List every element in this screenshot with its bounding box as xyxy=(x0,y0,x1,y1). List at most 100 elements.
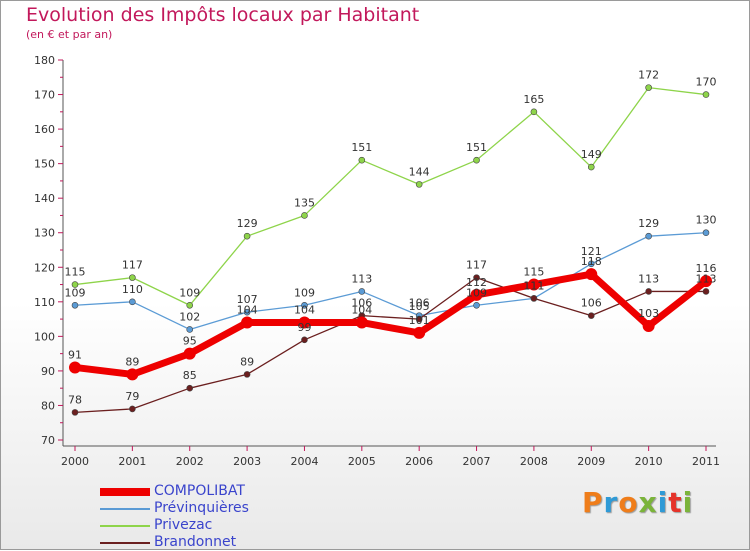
data-label: 115 xyxy=(65,266,86,279)
data-point xyxy=(587,312,595,319)
x-tick-label: 2007 xyxy=(463,455,491,468)
series-3 xyxy=(71,274,710,416)
data-point xyxy=(243,308,251,316)
data-label: 151 xyxy=(351,141,372,154)
data-point xyxy=(129,298,136,306)
data-label: 106 xyxy=(409,297,430,310)
logo-letter: r xyxy=(603,486,619,519)
data-point xyxy=(700,275,712,288)
series-line xyxy=(74,86,707,306)
x-tick-label: 2010 xyxy=(635,455,663,468)
data-label: 103 xyxy=(638,307,659,320)
x-tick-label: 2011 xyxy=(692,455,720,468)
y-tick-label: 90 xyxy=(41,365,55,378)
data-point xyxy=(71,301,79,309)
data-point xyxy=(298,316,311,329)
data-label: 109 xyxy=(466,286,487,299)
legend-label: Brandonnet xyxy=(154,534,237,550)
data-label: 115 xyxy=(523,266,544,279)
data-label: 135 xyxy=(294,196,315,209)
logo-letter: P xyxy=(582,486,604,519)
x-tick-label: 2009 xyxy=(577,455,605,468)
legend-swatch xyxy=(100,488,150,496)
data-label: 104 xyxy=(237,304,258,317)
data-point xyxy=(702,91,710,98)
data-label: 102 xyxy=(179,310,200,323)
data-point xyxy=(69,361,81,374)
data-label: 130 xyxy=(696,214,717,227)
data-point xyxy=(71,409,79,416)
logo-letter: t xyxy=(668,486,683,519)
data-label: 109 xyxy=(65,286,86,299)
data-label: 110 xyxy=(122,283,143,296)
data-point xyxy=(470,288,483,301)
data-label: 78 xyxy=(68,393,82,406)
data-label: 104 xyxy=(351,304,372,317)
data-point xyxy=(527,278,540,291)
data-label: 101 xyxy=(409,314,430,327)
data-point xyxy=(473,301,480,309)
data-label: 104 xyxy=(294,304,315,317)
x-tick-label: 2001 xyxy=(118,455,146,468)
y-tick-label: 70 xyxy=(41,434,55,447)
data-point xyxy=(301,336,308,344)
data-label: 170 xyxy=(696,76,717,89)
data-point xyxy=(301,301,308,309)
y-tick-label: 140 xyxy=(34,192,55,205)
data-point xyxy=(243,371,251,378)
data-label: 106 xyxy=(351,297,372,310)
data-label: 113 xyxy=(696,272,717,285)
data-point xyxy=(243,232,251,240)
data-label: 116 xyxy=(696,262,717,275)
data-label: 117 xyxy=(122,259,143,272)
x-tick-label: 2003 xyxy=(233,455,261,468)
y-tick-label: 180 xyxy=(34,54,55,67)
data-label: 107 xyxy=(237,293,258,306)
y-tick-label: 130 xyxy=(34,227,55,240)
data-label: 99 xyxy=(297,321,311,334)
x-tick-label: 2004 xyxy=(290,455,318,468)
data-label: 109 xyxy=(294,286,315,299)
data-point xyxy=(645,232,652,240)
logo-letter: i xyxy=(657,486,669,519)
series-line xyxy=(74,232,707,331)
data-label: 165 xyxy=(523,93,544,106)
data-label: 105 xyxy=(409,300,430,313)
data-point xyxy=(702,288,710,295)
series-2 xyxy=(71,84,710,309)
data-point xyxy=(530,108,538,116)
data-point xyxy=(71,281,79,288)
legend-label: COMPOLIBAT xyxy=(154,483,245,499)
data-label: 129 xyxy=(237,217,258,230)
data-point xyxy=(702,229,710,237)
y-tick-label: 160 xyxy=(34,123,55,136)
logo-letter: x xyxy=(638,486,658,519)
y-tick-label: 110 xyxy=(34,296,55,309)
data-label: 89 xyxy=(125,355,139,368)
data-label: 149 xyxy=(581,148,602,161)
x-tick-label: 2000 xyxy=(61,455,89,468)
data-label: 113 xyxy=(351,272,372,285)
data-label: 151 xyxy=(466,141,487,154)
data-label: 172 xyxy=(638,69,659,82)
data-point xyxy=(358,288,366,295)
data-point xyxy=(129,274,136,281)
data-point xyxy=(587,163,595,171)
legend-swatch xyxy=(100,508,150,510)
data-point xyxy=(413,326,426,339)
data-point xyxy=(415,181,423,188)
data-point xyxy=(585,268,598,281)
legend-label: Privezac xyxy=(154,517,213,533)
proxiti-logo: Proxiti xyxy=(582,486,693,519)
data-label: 111 xyxy=(523,279,544,292)
data-label: 117 xyxy=(466,259,487,272)
x-tick-label: 2006 xyxy=(405,455,433,468)
data-point xyxy=(186,384,194,392)
y-tick-label: 80 xyxy=(41,399,55,412)
data-label: 109 xyxy=(179,286,200,299)
data-label: 111 xyxy=(523,279,544,292)
y-tick-label: 170 xyxy=(34,89,55,102)
y-tick-label: 120 xyxy=(34,261,55,274)
data-point xyxy=(241,316,254,329)
